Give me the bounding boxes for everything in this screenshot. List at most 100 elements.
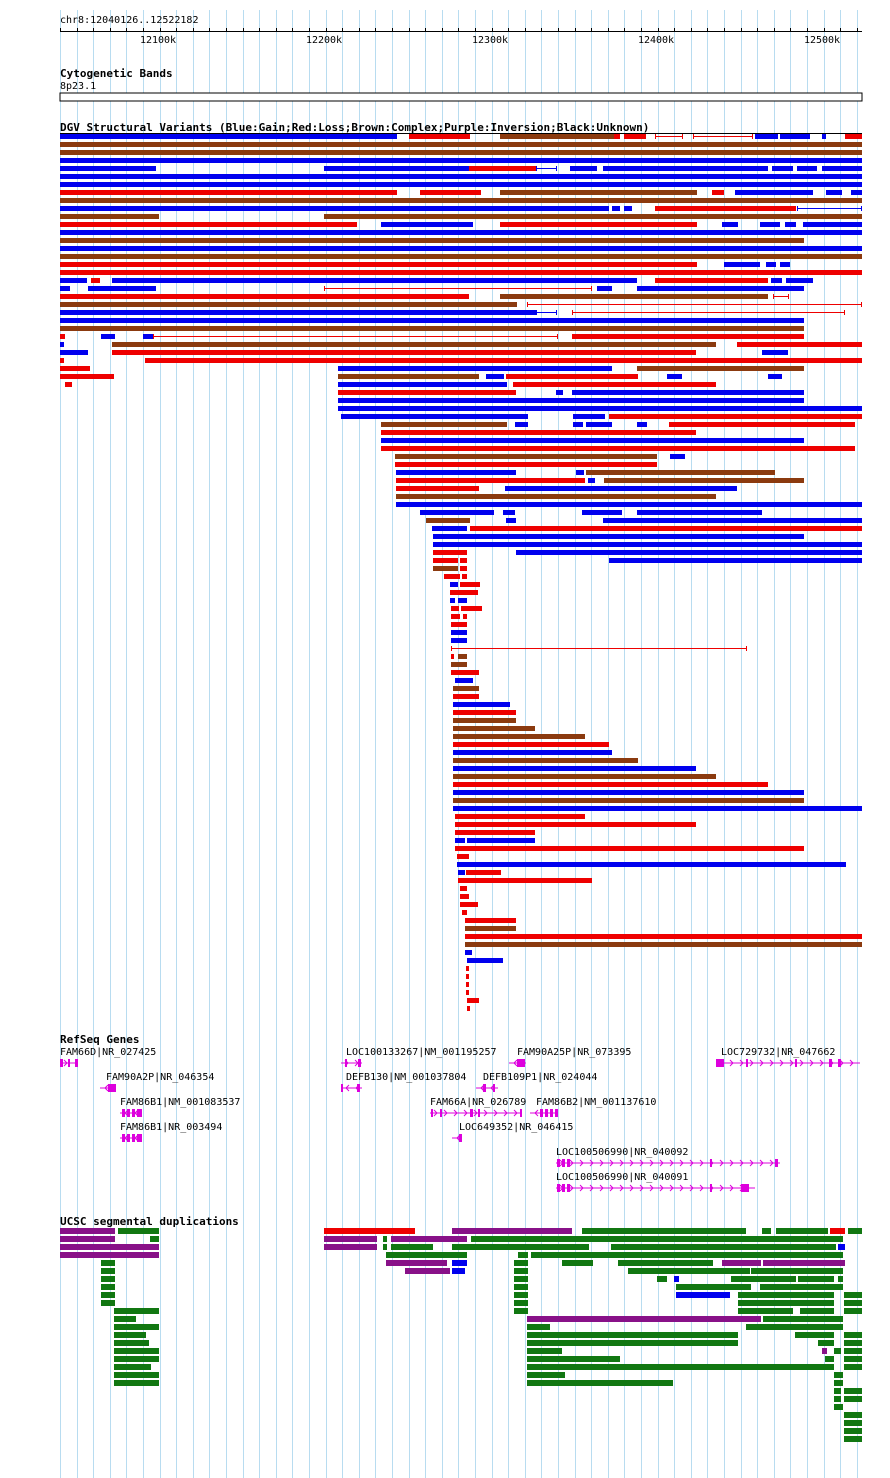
segdup-green[interactable] [527,1332,738,1338]
gain-variant[interactable] [455,678,473,683]
segdup-green[interactable] [514,1284,528,1290]
gain-variant[interactable] [786,278,813,283]
gain-variant[interactable] [851,190,862,195]
segdup-blue[interactable] [676,1292,730,1298]
loss-variant[interactable] [466,982,469,987]
segdup-green[interactable] [514,1268,528,1274]
complex-variant[interactable] [60,254,862,259]
gain-variant[interactable] [612,206,620,211]
segdup-green[interactable] [514,1308,528,1314]
segdup-green[interactable] [738,1292,834,1298]
loss-variant[interactable] [451,654,454,659]
loss-variant[interactable] [466,870,501,875]
complex-variant[interactable] [395,454,657,459]
complex-variant[interactable] [381,422,507,427]
loss-variant[interactable] [338,390,516,395]
segdup-green[interactable] [844,1340,862,1346]
segdup-green[interactable] [844,1412,862,1418]
segdup-green[interactable] [518,1252,528,1258]
complex-variant[interactable] [458,654,467,659]
loss-variant[interactable] [460,902,478,907]
segdup-green[interactable] [101,1284,115,1290]
segdup-green[interactable] [391,1244,433,1250]
segdup-green[interactable] [746,1324,843,1330]
gene-model[interactable] [509,1059,526,1067]
gain-variant[interactable] [503,510,515,515]
loss-variant[interactable] [614,134,620,139]
segdup-purple[interactable] [60,1252,159,1258]
gain-variant[interactable] [597,286,612,291]
loss-variant[interactable] [65,382,72,387]
gain-variant[interactable] [603,166,768,171]
gain-variant[interactable] [576,470,584,475]
gain-variant[interactable] [60,342,64,347]
gain-variant[interactable] [570,166,597,171]
gain-variant[interactable] [582,510,622,515]
gain-variant[interactable] [588,478,595,483]
gain-variant[interactable] [112,278,637,283]
complex-variant[interactable] [453,798,804,803]
segdup-green[interactable] [101,1260,115,1266]
loss-variant[interactable] [462,910,467,915]
loss-variant[interactable] [466,974,469,979]
gain-variant[interactable] [433,542,862,547]
loss-variant[interactable] [112,350,696,355]
loss-variant[interactable] [712,190,724,195]
loss-variant[interactable] [455,830,535,835]
gain-variant[interactable] [457,862,846,867]
segdup-green[interactable] [844,1420,862,1426]
loss-variant[interactable] [460,582,480,587]
loss-variant[interactable] [60,334,65,339]
gain-variant[interactable] [822,166,862,171]
segdup-purple[interactable] [452,1228,572,1234]
segdup-red[interactable] [324,1228,415,1234]
segdup-green[interactable] [776,1228,828,1234]
loss-variant[interactable] [451,670,479,675]
segdup-green[interactable] [101,1292,115,1298]
segdup-green[interactable] [118,1228,159,1234]
loss-variant[interactable] [460,566,467,571]
loss-variant[interactable] [60,262,697,267]
gene-model[interactable] [120,1134,142,1142]
gain-variant[interactable] [451,638,467,643]
complex-variant[interactable] [604,478,804,483]
gene-label[interactable]: FAM66A|NR_026789 [430,1097,527,1108]
loss-variant[interactable] [60,374,114,379]
segdup-green[interactable] [844,1332,862,1338]
segdup-green[interactable] [114,1316,136,1322]
complex-variant[interactable] [500,190,697,195]
segdup-green[interactable] [527,1348,562,1354]
gain-variant[interactable] [341,414,528,419]
loss-variant[interactable] [513,382,716,387]
segdup-green[interactable] [114,1308,159,1314]
complex-variant[interactable] [426,518,470,523]
gain-variant[interactable] [515,422,528,427]
segdup-green[interactable] [762,1228,771,1234]
segdup-green[interactable] [834,1380,843,1386]
segdup-green[interactable] [527,1372,565,1378]
gain-variant[interactable] [60,310,536,315]
segdup-green[interactable] [676,1284,751,1290]
segdup-green[interactable] [471,1236,843,1242]
segdup-green[interactable] [628,1268,750,1274]
gain-variant[interactable] [432,526,467,531]
gain-variant[interactable] [338,406,862,411]
segdup-green[interactable] [844,1356,862,1362]
segdup-green[interactable] [738,1308,793,1314]
loss-variant[interactable] [60,366,90,371]
loss-variant[interactable] [451,614,460,619]
segdup-green[interactable] [763,1316,843,1322]
segdup-purple[interactable] [527,1316,761,1322]
segdup-green[interactable] [818,1340,834,1346]
loss-variant[interactable] [465,918,516,923]
gain-variant[interactable] [772,166,793,171]
segdup-green[interactable] [114,1356,159,1362]
segdup-green[interactable] [844,1388,862,1394]
loss-variant[interactable] [433,558,458,563]
loss-variant[interactable] [455,822,696,827]
complex-variant[interactable] [453,726,535,731]
gain-variant[interactable] [467,958,503,963]
loss-variant[interactable] [455,814,585,819]
segdup-purple[interactable] [386,1260,447,1266]
